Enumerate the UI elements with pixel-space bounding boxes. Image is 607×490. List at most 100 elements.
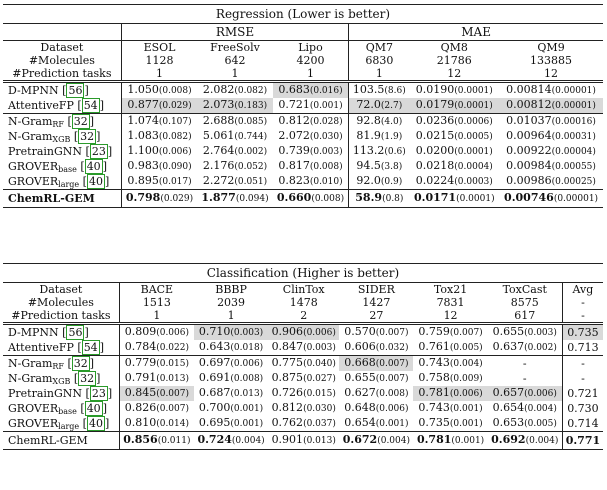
citation-link[interactable]: 54 [81, 98, 100, 113]
result-cell: 0.781(0.001) [413, 431, 488, 450]
citation-link[interactable]: 32 [78, 371, 97, 386]
result-std: (0.004) [525, 436, 559, 446]
result-cell: 72.0(2.7) [348, 98, 410, 114]
result-cell: 0.00986(0.00025) [499, 174, 603, 190]
citation-link[interactable]: 56 [66, 83, 85, 98]
result-cell: 0.00812(0.00001) [499, 98, 603, 114]
result-std: (0.003) [230, 328, 264, 338]
result-value: 0.654 [344, 416, 376, 429]
method-label: GROVER [8, 175, 59, 188]
result-value: 0.692 [491, 433, 526, 446]
result-std: (0.009) [449, 374, 483, 384]
result-value: 2.072 [278, 129, 310, 142]
result-std: (0.030) [303, 404, 336, 414]
header-value: 27 [369, 309, 384, 322]
method-label: PretrainGNN [8, 387, 83, 400]
header-value: QM8 [409, 40, 500, 54]
method-name: N-GramRF [32] [3, 355, 120, 371]
header-value: 12 [544, 67, 559, 80]
header-value: 1 [153, 309, 161, 322]
result-std: (0.006) [524, 389, 557, 399]
citation-link[interactable]: 23 [89, 144, 108, 159]
header-value: 1427 [362, 296, 391, 309]
citation-link[interactable]: 32 [78, 129, 97, 144]
method-label: GROVER [8, 417, 59, 430]
result-cell: 0.657(0.006) [487, 386, 563, 401]
result-value: 92.8 [356, 114, 381, 127]
citation-link[interactable]: 40 [84, 159, 103, 174]
citation-link[interactable]: 32 [71, 114, 90, 129]
result-value: 2.688 [202, 114, 235, 127]
result-cell: 0.697(0.006) [193, 355, 269, 371]
citation-link[interactable]: 56 [66, 325, 85, 340]
result-value: 1.074 [127, 114, 159, 127]
result-value: 0.845 [124, 386, 157, 399]
result-value: 0.697 [198, 356, 231, 369]
table-row: GROVERlarge [40] 0.895(0.017) 2.272(0.051)… [3, 174, 603, 190]
result-std: (0.007) [375, 328, 409, 338]
result-cell: 0.710(0.003) [193, 322, 269, 340]
result-std: (0.002) [234, 147, 268, 157]
result-std: (0.018) [230, 343, 264, 353]
result-std: (0.001) [451, 436, 485, 446]
result-cell: 0.823(0.010) [273, 174, 349, 190]
result-std: (0.8) [382, 194, 404, 204]
result-std: (0.0005) [454, 132, 493, 142]
result-std: (0.004) [524, 404, 557, 414]
result-cell: 0.637(0.002) [488, 340, 563, 356]
result-std: (0.011) [157, 436, 191, 446]
header-value: 1 [227, 309, 235, 322]
result-cell: - [487, 355, 563, 371]
result-cell: 0.901(0.013) [268, 431, 340, 450]
table-row: GROVERbase [40] 0.826(0.007) 0.700(0.001) 0… [3, 401, 603, 416]
method-label: AttentiveFP [8, 99, 74, 112]
citation-link[interactable]: 54 [81, 340, 100, 355]
result-cell: 0.654(0.001) [339, 416, 413, 432]
result-std: (0.003) [303, 343, 336, 353]
citation-link[interactable]: 40 [84, 401, 103, 416]
result-value: 0.877 [127, 98, 159, 111]
result-std: (0.014) [156, 419, 189, 429]
result-value: 58.9 [355, 191, 383, 204]
header-value: 1 [348, 67, 410, 82]
method-label: N-Gram [8, 115, 53, 128]
result-value: 0.810 [124, 416, 157, 429]
result-value: 0.691 [198, 371, 231, 384]
result-std: (0.001) [449, 404, 483, 414]
result-value: 0.648 [344, 401, 376, 414]
method-variant: RF [52, 362, 64, 371]
result-std: (0.007) [156, 389, 189, 399]
result-cell: 0.730 [561, 401, 603, 416]
citation-link[interactable]: 23 [89, 386, 108, 401]
result-std: (0.027) [303, 374, 336, 384]
result-value: 0.875 [271, 371, 304, 384]
method-label: D-MPNN [8, 84, 59, 97]
result-value: 0.654 [492, 401, 525, 414]
citation-link[interactable]: 40 [86, 416, 105, 431]
result-value: 0.781 [416, 433, 452, 446]
result-value: 0.00986 [506, 174, 552, 187]
result-cell: 0.817(0.008) [273, 159, 349, 174]
result-std: (1.9) [380, 132, 403, 142]
result-value: 0.00984 [506, 159, 552, 172]
header-label: #Prediction tasks [3, 67, 122, 82]
result-value: 0.0218 [415, 159, 455, 172]
header-label: #Prediction tasks [3, 309, 120, 324]
citation-link[interactable]: 32 [71, 356, 90, 371]
result-cell: 0.759(0.007) [413, 322, 488, 340]
method-variant: RF [52, 120, 64, 129]
method-name: GROVERbase [40] [3, 401, 120, 416]
header-value: 7831 [436, 296, 465, 309]
result-cell: 1.083(0.082) [121, 129, 197, 144]
header-value: 1478 [289, 296, 318, 309]
result-std: (0.008) [311, 194, 345, 204]
method-variant: base [58, 165, 77, 174]
result-value: 2.764 [202, 144, 235, 157]
method-name: N-GramXGB [32] [3, 129, 122, 144]
result-value: 2.272 [202, 174, 235, 187]
result-cell: 0.00814(0.00001) [499, 80, 603, 98]
citation-link[interactable]: 40 [86, 174, 105, 189]
result-std: (3.8) [380, 162, 403, 172]
method-name: D-MPNN [56] [3, 322, 120, 340]
result-value: 0.0179 [415, 98, 455, 111]
